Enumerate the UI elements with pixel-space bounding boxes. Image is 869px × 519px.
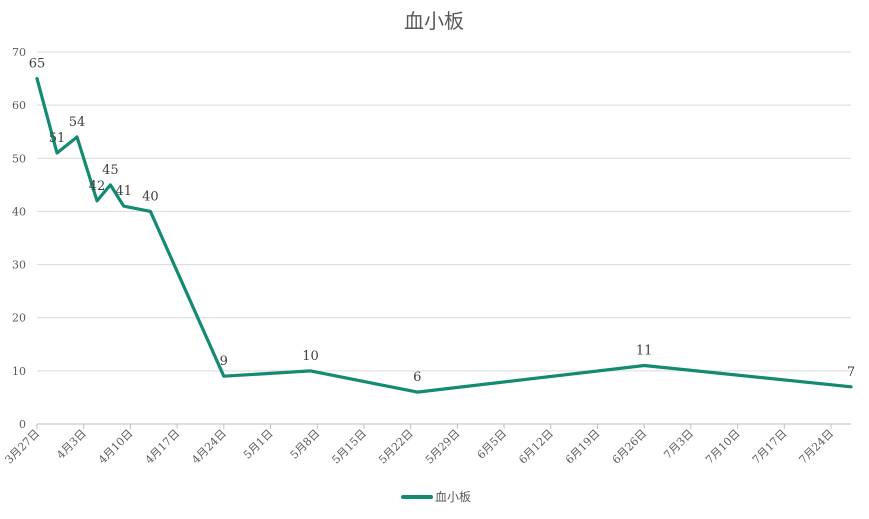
gridlines [37, 51, 851, 372]
chart-title: 血小板 [404, 9, 464, 33]
x-tick-label: 6月19日 [563, 427, 603, 467]
x-tick-label: 7月24日 [797, 427, 837, 467]
x-tick-label: 7月3日 [661, 427, 696, 462]
x-tick-label: 5月1日 [241, 427, 276, 462]
y-tick-label: 50 [12, 152, 26, 165]
data-label: 45 [102, 163, 119, 178]
data-label: 10 [302, 349, 319, 364]
x-tick-label: 5月22日 [376, 427, 416, 467]
data-label: 6 [413, 370, 421, 385]
legend-label: 血小板 [435, 490, 471, 504]
y-tick-label: 30 [12, 259, 26, 272]
x-tick-label: 7月10日 [703, 427, 743, 467]
data-label: 65 [29, 57, 46, 72]
x-tick-label: 5月29日 [423, 427, 463, 467]
data-label: 9 [220, 354, 228, 369]
series-lines [35, 76, 853, 394]
x-tick-label: 4月10日 [96, 427, 136, 467]
data-label: 42 [89, 179, 106, 194]
y-tick-label: 20 [12, 312, 26, 325]
x-tick-label: 6月12日 [516, 427, 556, 467]
data-label: 41 [115, 184, 132, 199]
data-label: 54 [69, 115, 86, 130]
x-tick-label: 7月17日 [750, 427, 790, 467]
x-tick-label: 6月26日 [610, 427, 650, 467]
x-tick-label: 6月5日 [475, 427, 510, 462]
legend: 血小板 [401, 490, 471, 504]
y-tick-label: 60 [12, 99, 26, 112]
y-tick-label: 0 [19, 418, 26, 431]
y-tick-label: 70 [12, 46, 26, 59]
data-label: 51 [49, 131, 66, 146]
series-line [35, 76, 853, 394]
x-tick-label: 4月24日 [189, 427, 229, 467]
x-tick-label: 3月27日 [3, 427, 43, 467]
data-label: 40 [142, 189, 159, 204]
y-tick-label: 10 [12, 365, 26, 378]
x-tick-label: 5月8日 [288, 427, 323, 462]
x-tick-label: 4月3日 [54, 427, 89, 462]
x-tick-label: 4月17日 [143, 427, 183, 467]
y-tick-label: 40 [12, 205, 26, 218]
data-label: 7 [847, 365, 855, 380]
axes: 0 10 20 30 40 50 60 70 3月27日 4月3日 4月10日 4月17日 4月24日 5… [3, 46, 851, 467]
x-tick-label: 5月15日 [329, 427, 369, 467]
data-label: 11 [636, 344, 653, 359]
